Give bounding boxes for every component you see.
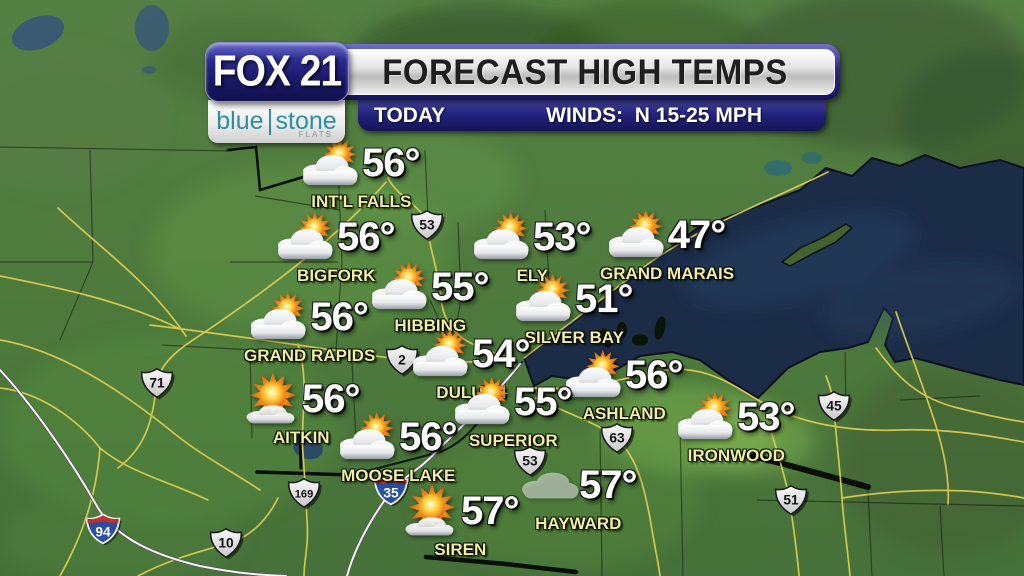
city-label: ASHLAND: [582, 404, 666, 423]
svg-text:51: 51: [783, 493, 799, 508]
svg-text:53: 53: [522, 454, 538, 469]
temp-value: 53°: [737, 395, 795, 439]
svg-text:2: 2: [398, 353, 406, 368]
us-route-10-shield: 10: [207, 526, 245, 560]
city-label: MOOSE LAKE: [341, 466, 456, 485]
subtitle-bar: TODAY WINDS: N 15-25 MPH: [358, 100, 826, 131]
bluestone-sponsor-logo: blue stone FLATS: [208, 100, 345, 143]
interstate-94-shield: 94: [84, 511, 122, 546]
station-bigfork: 56° BIGFORK: [278, 210, 395, 284]
day-label: TODAY: [374, 103, 446, 127]
us-route-45-shield: 45: [815, 389, 853, 423]
station-siren: 57° SIREN: [402, 484, 519, 558]
page-title: FORECAST HIGH TEMPS: [382, 51, 788, 92]
us-route-71-shield: 71: [138, 366, 176, 400]
station-ironwood: 53° IRONWOOD: [678, 390, 795, 464]
partly-cloudy-icon: [566, 348, 628, 402]
us-route-53-shield: 53: [408, 208, 446, 242]
station-grand-rapids: 56° GRAND RAPIDS: [244, 290, 375, 364]
title-banner: FORECAST HIGH TEMPS: [330, 44, 840, 100]
title-banner-plate: FORECAST HIGH TEMPS: [335, 49, 835, 95]
us-route-63-shield: 63: [598, 421, 636, 455]
svg-text:169: 169: [295, 489, 313, 501]
station-moose-lake: 56° MOOSE LAKE: [340, 410, 457, 484]
station-ely: 53° ELY: [474, 210, 591, 284]
partly-cloudy-icon: [413, 327, 475, 381]
city-label: GRAND RAPIDS: [244, 346, 376, 365]
temp-value: 47°: [667, 213, 726, 257]
svg-text:10: 10: [218, 536, 234, 551]
mostly-sunny-icon: [243, 372, 305, 426]
partly-cloudy-icon: [303, 136, 365, 190]
us-route-53-shield: 53: [511, 444, 549, 478]
partly-cloudy-icon: [455, 375, 517, 429]
city-label: INT'L FALLS: [311, 192, 412, 211]
svg-text:35: 35: [383, 485, 399, 500]
city-label: SILVER BAY: [524, 328, 624, 347]
temp-value: 54°: [472, 332, 530, 376]
city-label: BIGFORK: [297, 266, 376, 285]
sponsor-tagline: FLATS: [298, 130, 333, 139]
temp-value: 56°: [310, 295, 368, 339]
partly-cloudy-icon: [474, 210, 536, 264]
svg-text:71: 71: [149, 376, 165, 391]
partly-cloudy-icon: [678, 390, 740, 444]
partly-cloudy-icon: [372, 260, 434, 314]
station-hibbing: 55° HIBBING: [372, 260, 489, 334]
partly-cloudy-icon: [251, 290, 313, 344]
station-superior: 55° SUPERIOR: [455, 375, 572, 449]
temp-value: 51°: [575, 277, 633, 321]
temp-value: 56°: [302, 377, 360, 421]
temp-value: 55°: [431, 265, 489, 309]
interstate-35-shield: 35: [372, 472, 410, 507]
station-aitkin: 56° AITKIN: [243, 372, 360, 446]
city-label: SUPERIOR: [468, 431, 558, 450]
temp-value: 57°: [579, 463, 637, 507]
temp-value: 56°: [337, 215, 395, 259]
station-int-l-falls: 56° INT'L FALLS: [303, 136, 420, 210]
station-grand-marais: 47° GRAND MARAIS: [600, 208, 734, 282]
sponsor-word-blue: blue: [216, 107, 264, 135]
city-label: IRONWOOD: [687, 446, 785, 465]
partly-cloudy-icon: [516, 272, 578, 326]
sponsor-divider: [268, 108, 271, 135]
temp-value: 57°: [461, 489, 519, 533]
svg-text:63: 63: [609, 431, 625, 446]
mostly-sunny-icon: [402, 484, 464, 538]
us-route-169-shield: 169: [285, 476, 323, 510]
temp-value: 55°: [514, 380, 572, 424]
fox21-logo-text: FOX 21: [212, 47, 342, 96]
temp-value: 56°: [399, 415, 457, 459]
city-label: HAYWARD: [535, 514, 622, 533]
us-route-51-shield: 51: [772, 483, 810, 517]
city-label: ELY: [516, 266, 548, 285]
svg-text:53: 53: [419, 218, 435, 233]
faint-cloud-icon: [520, 458, 582, 512]
station-hayward: 57° HAYWARD: [520, 458, 637, 532]
fox21-logo: FOX 21: [205, 42, 349, 102]
svg-text:45: 45: [826, 399, 842, 414]
partly-cloudy-icon: [278, 210, 340, 264]
temp-value: 53°: [533, 215, 591, 259]
city-label: SIREN: [434, 540, 487, 559]
temp-value: 56°: [362, 141, 420, 185]
sponsor-word-stone: stone: [275, 107, 337, 135]
partly-cloudy-icon: [609, 208, 671, 262]
partly-cloudy-icon: [340, 410, 402, 464]
temp-value: 56°: [625, 353, 683, 397]
us-route-2-shield: 2: [383, 343, 421, 377]
station-silver-bay: 51° SILVER BAY: [516, 272, 633, 346]
winds-label: WINDS: N 15-25 MPH: [546, 103, 762, 127]
city-label: AITKIN: [272, 428, 330, 447]
city-label: HIBBING: [394, 316, 467, 335]
city-label: GRAND MARAIS: [600, 264, 735, 283]
station-ashland: 56° ASHLAND: [566, 348, 683, 422]
svg-text:94: 94: [95, 524, 111, 539]
